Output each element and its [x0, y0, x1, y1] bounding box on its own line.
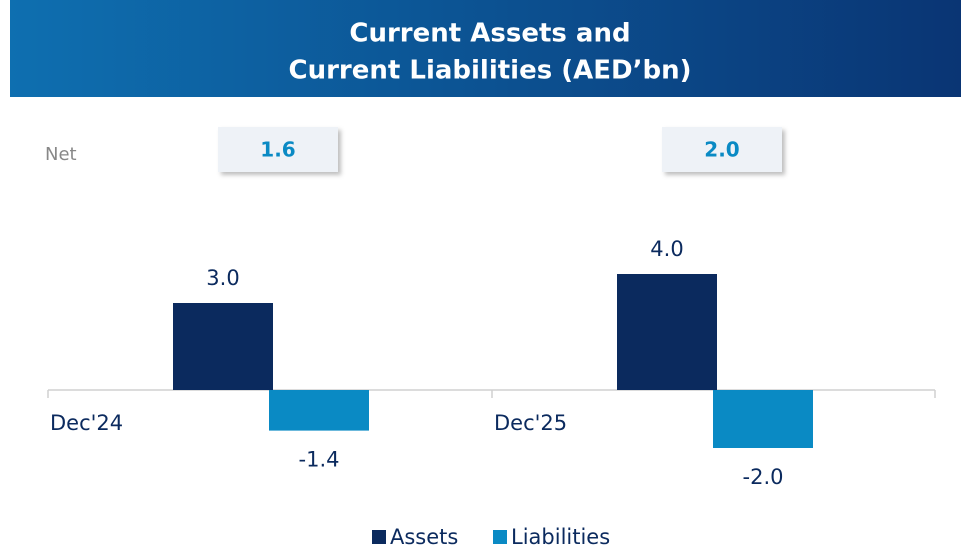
legend-swatch: [493, 530, 507, 544]
bar: [173, 303, 273, 390]
net-value: 1.6: [260, 138, 295, 162]
value-label: 4.0: [650, 237, 683, 261]
net-label: Net: [45, 144, 77, 165]
chart-title: Current Liabilities (AED’bn): [289, 56, 692, 86]
legend-label: Liabilities: [511, 525, 610, 549]
value-label: 3.0: [206, 266, 239, 290]
value-label: -2.0: [743, 465, 784, 489]
chart-title: Current Assets and: [349, 19, 630, 49]
x-tick-label: Dec'24: [50, 411, 123, 435]
title-bar: [10, 0, 961, 97]
bar: [617, 274, 717, 390]
net-value: 2.0: [704, 138, 739, 162]
net-box: [662, 127, 782, 172]
bar: [269, 390, 369, 431]
legend-label: Assets: [390, 525, 458, 549]
value-label: -1.4: [299, 448, 340, 472]
bar: [713, 390, 813, 448]
net-box: [218, 127, 338, 172]
legend-swatch: [372, 530, 386, 544]
x-tick-label: Dec'25: [494, 411, 567, 435]
